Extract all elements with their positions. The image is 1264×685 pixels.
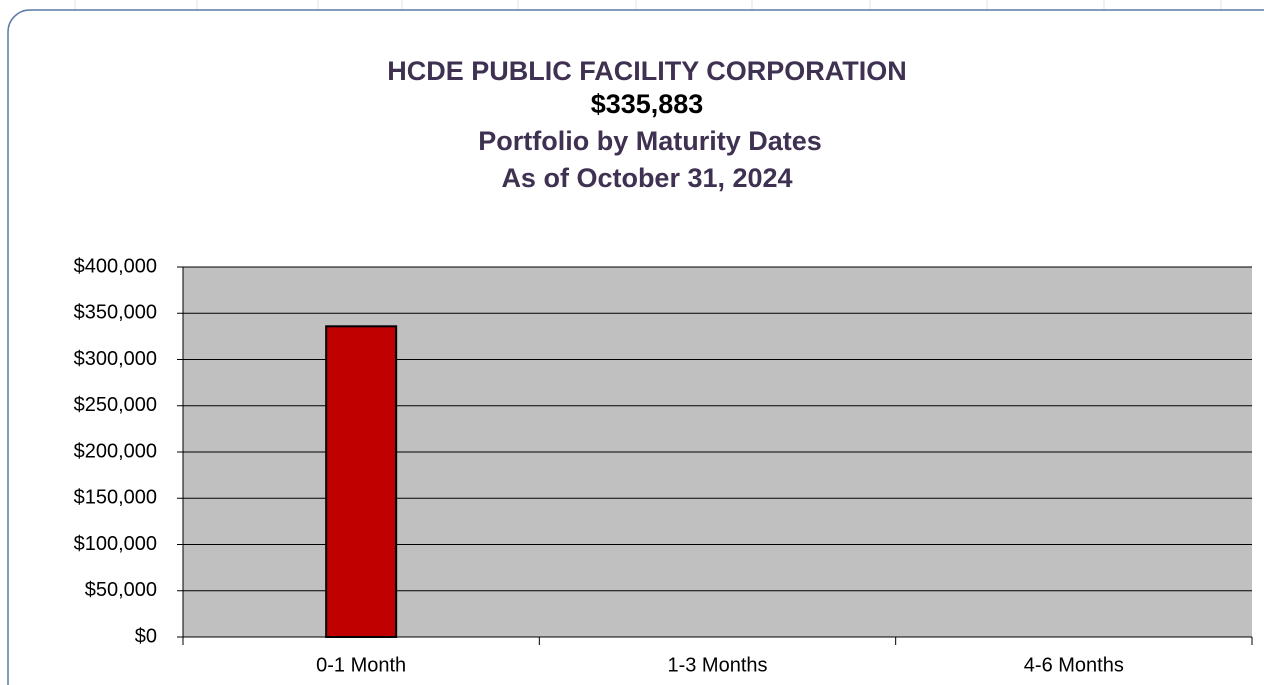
chart-subtitle: $335,883 — [591, 89, 704, 119]
x-tick-label: 1-3 Months — [667, 654, 767, 676]
chart-subtitle: Portfolio by Maturity Dates — [478, 126, 822, 156]
chart-title: HCDE PUBLIC FACILITY CORPORATION — [387, 56, 907, 86]
y-tick-label: $0 — [135, 625, 157, 647]
sheet-gridlines — [74, 0, 1222, 10]
y-tick-label: $300,000 — [74, 348, 157, 370]
y-tick-label: $250,000 — [74, 394, 157, 416]
y-tick-label: $50,000 — [85, 579, 157, 601]
x-tick-label: 0-1 Month — [316, 654, 406, 676]
chart-subtitle: As of October 31, 2024 — [501, 163, 792, 193]
y-tick-label: $350,000 — [74, 302, 157, 324]
y-tick-label: $150,000 — [74, 487, 157, 509]
y-tick-label: $100,000 — [74, 533, 157, 555]
bar — [325, 325, 398, 638]
y-tick-label: $400,000 — [74, 255, 157, 277]
y-tick-label: $200,000 — [74, 440, 157, 462]
x-tick-label: 4-6 Months — [1024, 654, 1124, 676]
